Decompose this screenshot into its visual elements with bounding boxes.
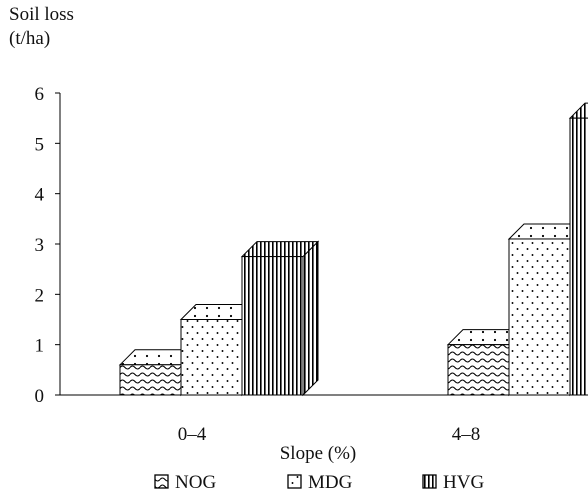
bar-front-face [180, 319, 243, 396]
y-tick-label: 5 [35, 134, 45, 155]
bar-hvg-1 [240, 240, 320, 397]
bar-front-face [119, 364, 182, 396]
legend-label: HVG [443, 472, 484, 493]
y-tick-label: 3 [35, 235, 45, 256]
legend-swatch [422, 474, 437, 489]
x-ticks: 0–4 4–8 [178, 424, 481, 445]
legend-item-hvg: HVG [422, 472, 484, 493]
bar-front-face [241, 256, 304, 396]
bar-top-face [568, 102, 588, 119]
bar-hvg-2 [568, 102, 588, 396]
bars [118, 102, 588, 397]
legend: NOG MDG HVG [154, 472, 484, 493]
bar-front-face [569, 117, 588, 396]
legend-swatch [287, 474, 302, 489]
y-tick-label: 4 [35, 185, 45, 206]
y-axis-label-line-1: Soil loss [9, 4, 74, 25]
legend-label: NOG [175, 472, 216, 493]
y-tick-label: 0 [35, 386, 45, 407]
x-tick-label: 4–8 [452, 424, 481, 445]
y-tick-label: 2 [35, 285, 45, 306]
bar-front-face [447, 344, 510, 396]
x-tick-label: 0–4 [178, 424, 207, 445]
bar-front-face [508, 238, 571, 396]
x-axis-label: Slope (%) [280, 443, 357, 464]
legend-swatch [154, 474, 169, 489]
bar-side-face [302, 240, 319, 397]
y-ticks: 0 1 2 3 4 5 6 [35, 84, 60, 407]
y-axis-label-line-2: (t/ha) [9, 28, 51, 49]
y-tick-label: 6 [35, 84, 45, 105]
legend-item-nog: NOG [154, 472, 216, 493]
y-tick-label: 1 [35, 336, 45, 357]
legend-item-mdg: MDG [287, 472, 353, 493]
legend-label: MDG [308, 472, 353, 493]
